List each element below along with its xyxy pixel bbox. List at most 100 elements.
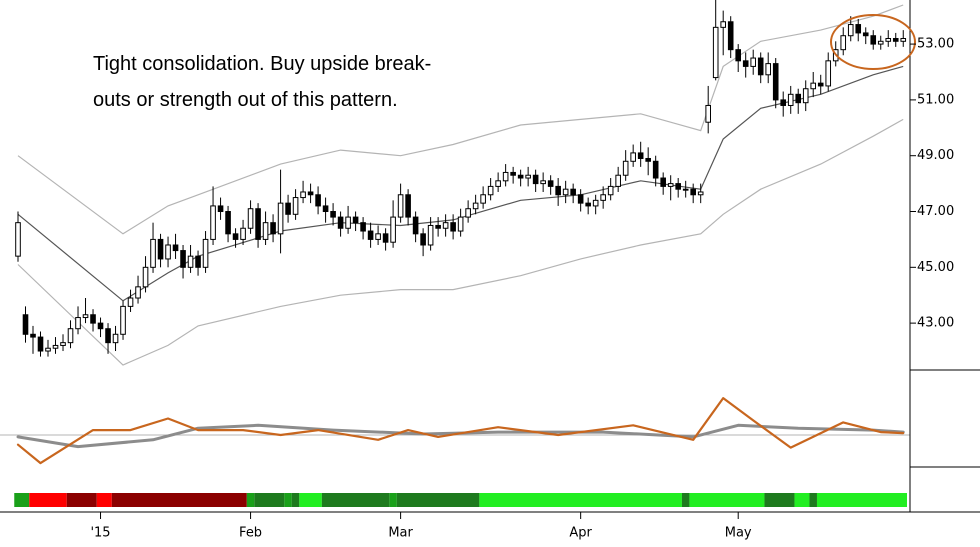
candle-body (127, 297, 134, 307)
candle-body (135, 286, 141, 299)
candle-body (660, 177, 666, 187)
candle-body (637, 152, 644, 159)
candle-body (900, 38, 907, 42)
candle-body (607, 185, 614, 196)
x-tick-label: May (725, 526, 752, 541)
candle-body (645, 157, 651, 162)
candle-body (150, 238, 156, 268)
candle-body (285, 202, 291, 215)
indicator-line (16, 397, 905, 465)
candle-body (615, 174, 621, 187)
candle-body (720, 21, 726, 28)
candle-body (60, 342, 66, 346)
candle-body (37, 336, 44, 352)
candle-body (405, 194, 411, 218)
candle-body (735, 49, 742, 62)
state-segment (816, 493, 907, 507)
candle-body (442, 222, 449, 229)
candle-body (592, 199, 599, 207)
candle-body (630, 152, 636, 162)
candle-body (187, 255, 194, 268)
candle-body (817, 82, 824, 87)
candle-body (787, 93, 794, 106)
state-segment (681, 493, 690, 507)
candle-body (667, 183, 674, 187)
state-segment (794, 493, 810, 507)
state-segment (246, 493, 255, 507)
candle-body (870, 35, 877, 45)
candle-body (97, 322, 104, 330)
candle-body (480, 194, 486, 204)
y-tick-label: 43.00 (917, 316, 954, 331)
candle-body (427, 224, 434, 246)
state-segment (29, 493, 67, 507)
candle-body (532, 174, 539, 185)
x-tick-label: Mar (388, 526, 413, 541)
state-segment (809, 493, 817, 507)
candle-body (300, 191, 306, 199)
candle-body (712, 26, 719, 79)
candle-body (472, 202, 479, 210)
candle-body (210, 205, 216, 240)
candle-body (517, 174, 524, 179)
candle-body (180, 250, 186, 268)
candle-body (247, 208, 254, 229)
candle-body (52, 344, 59, 349)
candle-body (345, 216, 351, 229)
candle-body (232, 233, 239, 240)
candle-body (450, 222, 456, 232)
candle-body (877, 40, 884, 45)
candle-body (382, 233, 389, 243)
candle-body (457, 216, 464, 232)
candle-body (255, 208, 261, 240)
candle-body (315, 194, 321, 207)
candle-body (757, 57, 764, 76)
candle-body (270, 222, 276, 235)
candle-body (487, 185, 494, 196)
candle-body (540, 180, 546, 185)
candle-body (855, 24, 862, 34)
candle-body (105, 328, 111, 344)
candle-body (585, 202, 591, 207)
candle-body (165, 244, 171, 260)
candle-body (157, 238, 164, 260)
candle-body (225, 211, 231, 235)
state-segment (689, 493, 765, 507)
candle-body (525, 174, 531, 179)
highlight-circle (830, 14, 916, 70)
candle-body (67, 328, 74, 344)
state-segment (96, 493, 112, 507)
candle-body (112, 333, 119, 344)
candle-body (322, 205, 329, 213)
state-segment (284, 493, 292, 507)
candle-body (555, 185, 561, 196)
candle-body (307, 191, 314, 196)
state-segment (479, 493, 682, 507)
candle-body (90, 314, 96, 324)
candle-body (75, 317, 81, 330)
candle-body (495, 180, 501, 187)
candle-body (390, 216, 396, 243)
candle-body (652, 160, 659, 179)
candle-body (375, 233, 381, 240)
candle-body (697, 191, 704, 196)
state-segment (299, 493, 322, 507)
candle-body (885, 38, 892, 42)
candle-body (292, 197, 299, 215)
candle-body (172, 244, 179, 252)
candle-body (675, 183, 681, 190)
state-segment (321, 493, 390, 507)
candle-body (337, 216, 344, 229)
annotation-line: Tight consolidation. Buy upside break- (93, 53, 431, 75)
candle-body (705, 104, 711, 123)
candle-body (120, 305, 126, 335)
candle-body (82, 314, 89, 319)
candle-body (570, 188, 576, 196)
band-line (17, 4, 904, 235)
state-segment (66, 493, 97, 507)
x-tick-label: Apr (569, 526, 592, 541)
candle-body (600, 194, 606, 201)
band-line (17, 118, 904, 366)
